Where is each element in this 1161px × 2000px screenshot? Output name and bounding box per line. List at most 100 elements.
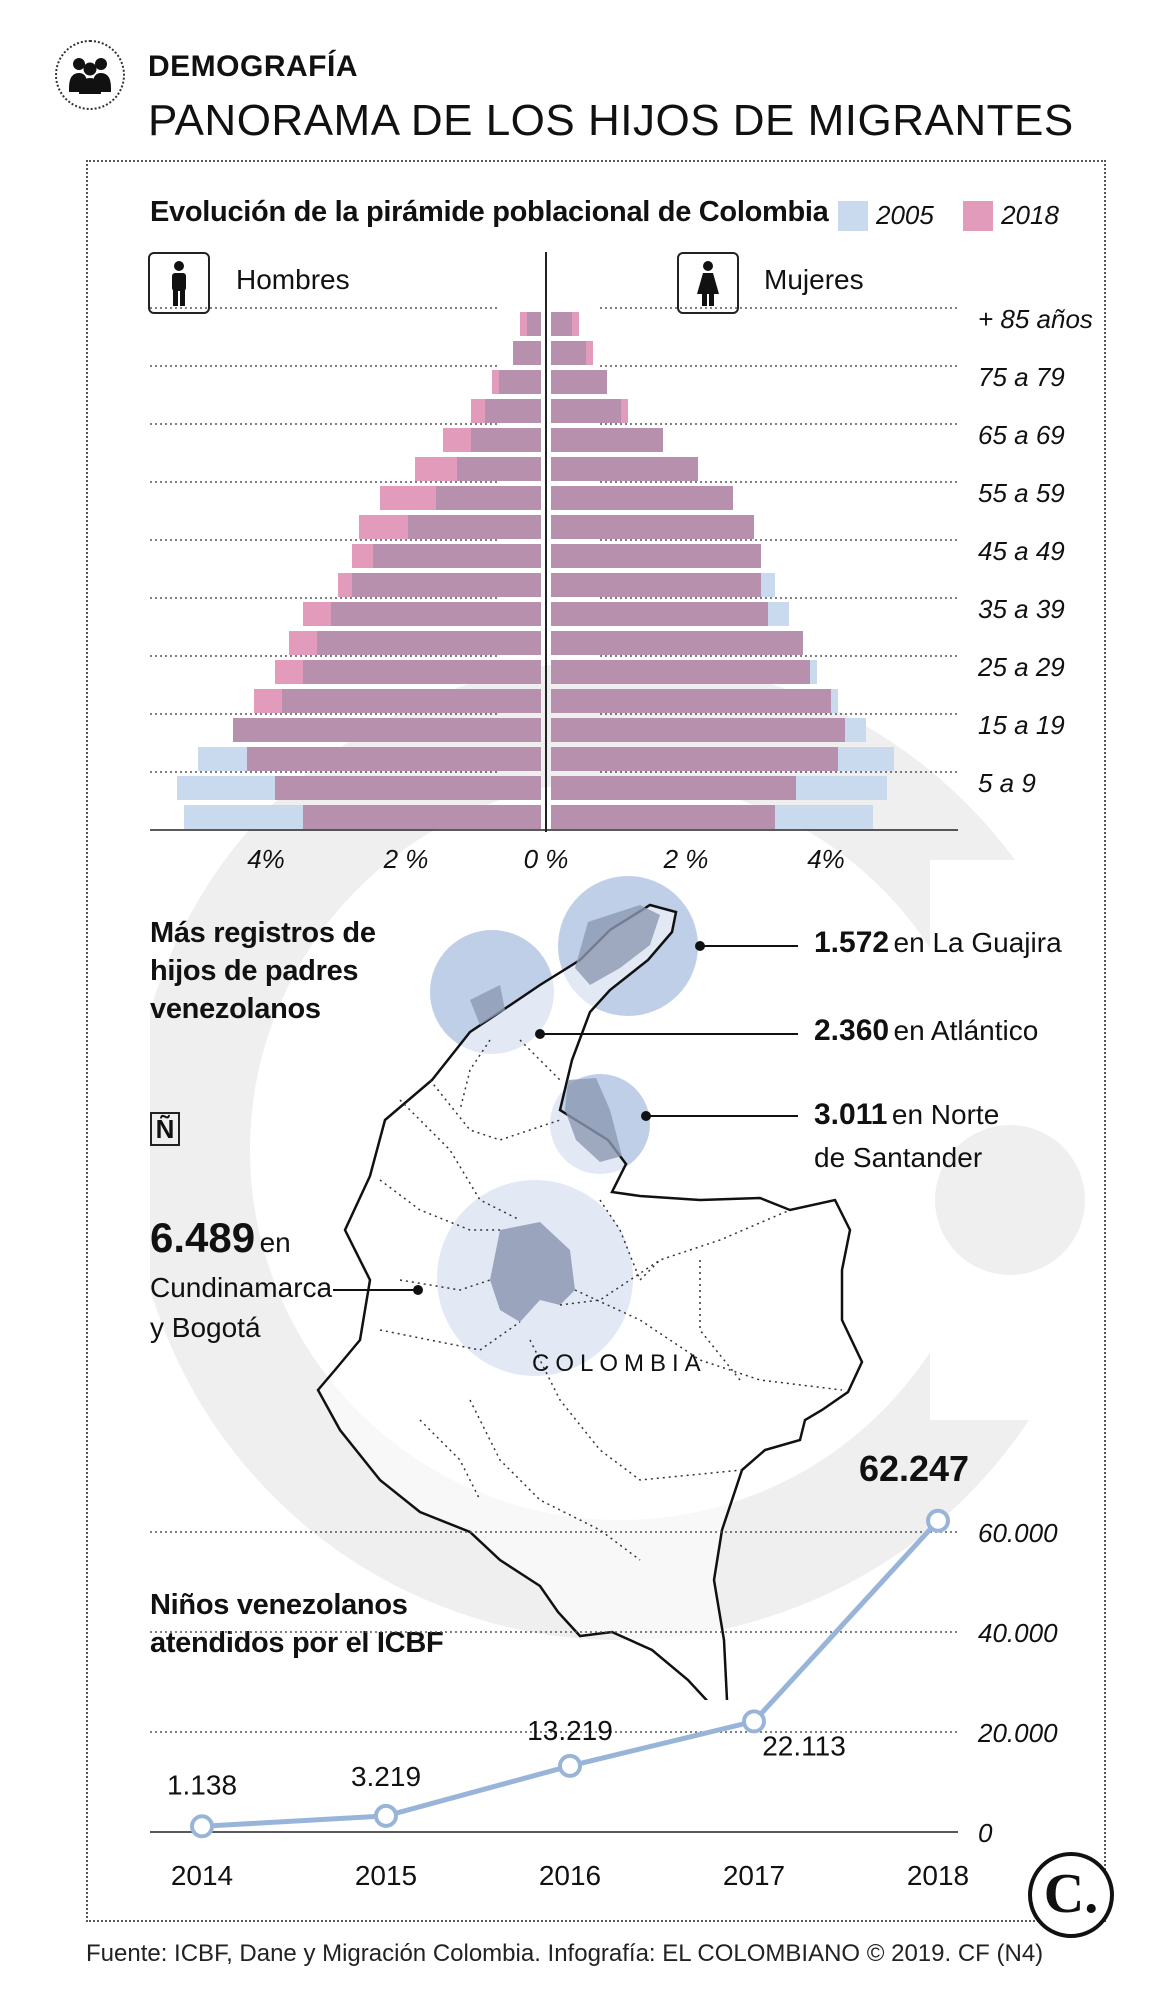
pyramid-bar-women-5-9-overlap	[551, 776, 796, 800]
legend-swatch-2018	[963, 200, 994, 231]
source-note: Fuente: ICBF, Dane y Migración Colombia.…	[86, 1940, 1044, 1967]
icbf-point-2018	[926, 1508, 950, 1533]
icbf-point-2017	[742, 1709, 766, 1734]
pyramid-bar-men-70-74-overlap	[485, 399, 541, 423]
pyramid-bar-women-85+-overlap	[551, 312, 572, 336]
callout-atlantico: 2.360 en Atlántico	[814, 1014, 1038, 1048]
pyramid-bar-women-65-69-overlap	[551, 428, 663, 452]
pyramid-bar-women-20-24-overlap	[551, 689, 831, 713]
pyramid-bar-men-50-54-overlap	[408, 515, 541, 539]
population-pyramid-chart: 4% 2 % 0 % 2 % 4% + 85 años 75 a 79 65 a 69 55 a…	[150, 252, 1093, 874]
pyramid-tick-label: 4%	[807, 844, 845, 874]
icbf-title-line-1: Niños venezolanos	[150, 1589, 408, 1621]
icbf-y-tick-label: 40.000	[978, 1618, 1058, 1648]
north-arrow-icon: Ñ	[150, 1112, 180, 1146]
pyramid-bar-women-10-14-overlap	[551, 747, 838, 771]
callout-atlantico-value: 2.360	[814, 1014, 890, 1047]
pyramid-bar-men-45-49-overlap	[373, 544, 541, 568]
map-title-line-2: hijos de padres	[150, 955, 359, 987]
callout-cundinamarca-value: 6.489	[150, 1214, 256, 1261]
pyramid-bar-men-65-69-overlap	[471, 428, 541, 452]
callout-norte-santander: 3.011 en Norte de Santander	[814, 1096, 999, 1177]
pyramid-age-label: 35 a 39	[978, 594, 1065, 624]
pyramid-bar-women-80-84-overlap	[551, 341, 586, 365]
pyramid-bar-men-75-79-overlap	[499, 370, 541, 394]
people-group-icon	[55, 40, 125, 110]
icbf-point-2016	[558, 1753, 582, 1778]
legend-swatch-2005	[838, 200, 868, 231]
pyramid-age-label: + 85 años	[978, 304, 1093, 334]
department-borders	[379, 1039, 843, 1561]
pyramid-bar-men-5-9-overlap	[275, 776, 541, 800]
el-colombiano-logo: C.	[1028, 1852, 1114, 1938]
icbf-year-label: 2016	[539, 1860, 601, 1891]
legend-2018: 2018	[963, 200, 1059, 231]
women-label: Mujeres	[764, 264, 864, 295]
pyramid-bar-men-10-14-overlap	[247, 747, 541, 771]
icbf-year-label: 2017	[723, 1860, 785, 1891]
people-group-icon-graphic	[69, 58, 111, 94]
icbf-year-label: 2018	[907, 1860, 969, 1891]
pyramid-bar-women-75-79-overlap	[551, 370, 607, 394]
pyramid-tick-label: 4%	[247, 844, 285, 874]
pyramid-bar-men-55-59-overlap	[436, 486, 541, 510]
pyramid-age-label: 65 a 69	[978, 420, 1065, 450]
pyramid-bar-women-0-4-overlap	[551, 805, 775, 829]
legend-label-2005: 2005	[876, 200, 934, 230]
pyramid-legend: 2005 2018	[838, 200, 1081, 238]
callout-la-guajira: 1.572 en La Guajira	[814, 926, 1062, 960]
callout-la-guajira-text: en La Guajira	[893, 927, 1062, 958]
pyramid-bar-women-30-34-overlap	[551, 631, 803, 655]
pyramid-bar-women-25-29-overlap	[551, 660, 810, 684]
callout-norte-santander-text: en Norte	[891, 1099, 1000, 1130]
callout-cundinamarca-text: en	[259, 1227, 291, 1258]
pyramid-bar-women-55-59-overlap	[551, 486, 733, 510]
legend-label-2018: 2018	[1001, 200, 1059, 230]
pyramid-bar-men-80-84-overlap	[513, 341, 541, 365]
icbf-value-label-2015: 3.219	[351, 1761, 421, 1792]
region-norte-santander	[565, 1078, 622, 1162]
pyramid-bar-men-20-24-overlap	[282, 689, 541, 713]
icbf-year-label: 2015	[355, 1860, 417, 1891]
pyramid-bar-men-60-64-overlap	[457, 457, 541, 481]
pyramid-tick-label: 2 %	[663, 844, 709, 874]
callout-norte-santander-value: 3.011	[814, 1098, 888, 1131]
icbf-value-label-2018: 62.247	[859, 1448, 969, 1489]
icbf-y-tick-label: 0	[978, 1818, 993, 1848]
icbf-year-label: 2014	[171, 1860, 233, 1891]
legend-2005: 2005	[838, 200, 934, 231]
pyramid-bar-men-35-39-overlap	[331, 602, 541, 626]
callout-cundinamarca-text-3: y Bogotá	[150, 1312, 261, 1343]
callout-norte-santander-text-2: de Santander	[814, 1142, 983, 1173]
pyramid-tick-label: 2 %	[383, 844, 429, 874]
pyramid-age-label: 5 a 9	[978, 768, 1036, 798]
section-label: DEMOGRAFÍA	[148, 50, 358, 83]
men-label: Hombres	[236, 264, 350, 295]
pyramid-bar-men-40-44-overlap	[352, 573, 541, 597]
icbf-value-label-2016: 13.219	[527, 1715, 613, 1746]
pyramid-bar-women-60-64-overlap	[551, 457, 698, 481]
pyramid-bar-women-35-39-overlap	[551, 602, 768, 626]
icbf-line-chart: 60.000 40.000 20.000 0 1.138 3.219 13.219 22.11…	[150, 1448, 1058, 1891]
country-label: COLOMBIA	[532, 1350, 707, 1377]
callout-cundinamarca: 6.489 en Cundinamarca y Bogotá	[150, 1217, 332, 1348]
pyramid-bar-men-25-29-overlap	[303, 660, 541, 684]
pyramid-age-label: 55 a 59	[978, 478, 1065, 508]
callout-la-guajira-value: 1.572	[814, 926, 890, 959]
male-icon-graphic	[172, 261, 186, 306]
colombia-map	[316, 876, 864, 1700]
pyramid-bar-women-15-19-overlap	[551, 718, 845, 742]
region-la-guajira	[575, 905, 660, 985]
pyramid-bar-women-45-49-overlap	[551, 544, 761, 568]
pyramid-bar-men-30-34-overlap	[317, 631, 541, 655]
pyramid-bar-women-70-74-overlap	[551, 399, 621, 423]
map-title: Más registros de hijos de padres venezol…	[150, 914, 376, 1028]
country-outline	[316, 903, 864, 1700]
pyramid-tick-label: 0 %	[524, 844, 569, 874]
pyramid-bar-men-85+-overlap	[527, 312, 541, 336]
map-title-line-3: venezolanos	[150, 993, 321, 1025]
icbf-point-2014	[190, 1814, 214, 1839]
icbf-y-tick-label: 60.000	[978, 1518, 1058, 1548]
region-atlantico	[470, 985, 505, 1025]
callout-atlantico-text: en Atlántico	[893, 1015, 1039, 1046]
